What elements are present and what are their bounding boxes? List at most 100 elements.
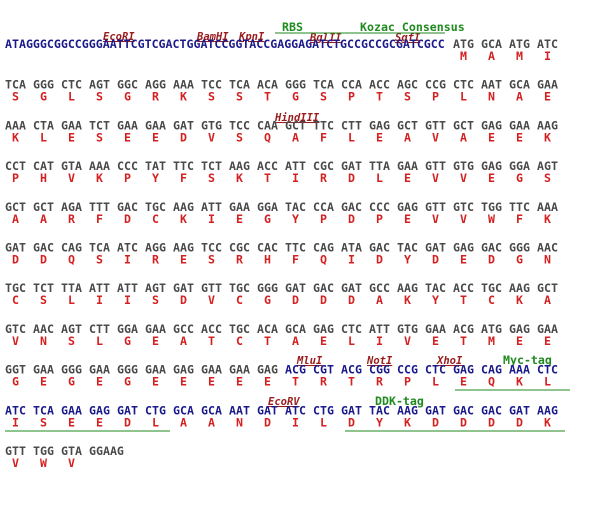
codon: AAG	[537, 118, 558, 132]
amino-acid: D	[488, 253, 495, 267]
amino-acid: G	[516, 253, 523, 267]
amino-acid: L	[40, 130, 47, 144]
amino-acid: Y	[292, 212, 299, 226]
amino-acid: C	[488, 293, 495, 307]
codon: ATT	[369, 322, 390, 336]
amino-acid: E	[460, 253, 467, 267]
amino-acid: K	[544, 415, 551, 429]
amino-acid: T	[460, 293, 467, 307]
amino-acid: V	[432, 171, 439, 185]
amino-acid: I	[208, 212, 215, 226]
amino-acid: C	[236, 334, 243, 348]
codon: AAT	[481, 78, 502, 92]
codon: ACC	[453, 281, 474, 295]
amino-acid: S	[96, 130, 103, 144]
codon: AAA	[173, 78, 194, 92]
codon: ATC	[285, 403, 306, 417]
codon: ACC	[201, 322, 222, 336]
codon: TCA	[89, 241, 110, 255]
amino-acid: H	[264, 253, 271, 267]
enzyme-site: SgfI	[395, 32, 421, 44]
amino-acid: V	[68, 171, 75, 185]
codon: GGT	[5, 363, 26, 377]
amino-acid: S	[208, 171, 215, 185]
codon: CCC	[117, 159, 138, 173]
amino-acid: K	[404, 293, 411, 307]
codon: TTA	[369, 159, 390, 173]
codon: GAA	[145, 322, 166, 336]
amino-acid: Q	[68, 253, 75, 267]
codon: GAC	[33, 241, 54, 255]
codon: AAG	[397, 403, 418, 417]
codon: AAG	[509, 281, 530, 295]
amino-acid: A	[40, 212, 47, 226]
amino-acid: V	[404, 334, 411, 348]
amino-acid: D	[320, 293, 327, 307]
amino-acid: E	[320, 334, 327, 348]
amino-acid: C	[12, 293, 19, 307]
amino-acid: E	[68, 415, 75, 429]
feature-label: Kozac Consensus	[360, 20, 465, 34]
codon: ATT	[285, 159, 306, 173]
codon: GAT	[257, 403, 278, 417]
amino-acid: E	[180, 375, 187, 389]
amino-acid: K	[180, 212, 187, 226]
amino-acid: E	[404, 212, 411, 226]
codon: TAC	[285, 200, 306, 214]
codon: GAT	[425, 241, 446, 255]
amino-acid: E	[68, 130, 75, 144]
amino-acid: F	[516, 212, 523, 226]
codon: GGA	[257, 200, 278, 214]
codon: GGC	[117, 78, 138, 92]
codon: GTT	[425, 200, 446, 214]
amino-acid: V	[460, 212, 467, 226]
amino-acid: G	[124, 375, 131, 389]
amino-acid: C	[152, 212, 159, 226]
codon: AAA	[509, 363, 530, 377]
amino-acid: I	[12, 415, 19, 429]
codon: AGT	[89, 78, 110, 92]
codon: AAT	[229, 403, 250, 417]
codon: TTC	[285, 241, 306, 255]
amino-acid: T	[264, 334, 271, 348]
amino-acid: I	[544, 49, 551, 63]
codon: CTC	[537, 363, 558, 377]
codon: GCA	[509, 78, 530, 92]
codon: ATG	[481, 322, 502, 336]
amino-acid: L	[432, 375, 439, 389]
codon: GGA	[117, 322, 138, 336]
codon: GAA	[397, 159, 418, 173]
codon: ACA	[257, 322, 278, 336]
amino-acid: E	[544, 90, 551, 104]
amino-acid: E	[404, 171, 411, 185]
enzyme-site: EcoRV	[268, 396, 300, 408]
amino-acid: G	[516, 171, 523, 185]
codon: AGT	[61, 322, 82, 336]
amino-acid: A	[516, 90, 523, 104]
amino-acid: N	[236, 415, 243, 429]
codon: GAC	[313, 281, 334, 295]
codon: GTG	[201, 118, 222, 132]
amino-acid: L	[544, 375, 551, 389]
codon: GAG	[257, 363, 278, 377]
amino-acid: V	[208, 130, 215, 144]
amino-acid: A	[292, 130, 299, 144]
amino-acid: V	[432, 212, 439, 226]
codon: GGG	[117, 363, 138, 377]
amino-acid: K	[180, 90, 187, 104]
amino-acid: L	[348, 130, 355, 144]
codon: GAA	[89, 363, 110, 377]
amino-acid: Y	[376, 415, 383, 429]
codon: GGG	[285, 78, 306, 92]
codon: TTA	[61, 281, 82, 295]
amino-acid: T	[292, 375, 299, 389]
codon: CCC	[369, 200, 390, 214]
codon: AGG	[145, 241, 166, 255]
amino-acid: E	[152, 334, 159, 348]
codon: GGG	[509, 241, 530, 255]
amino-acid: Y	[432, 293, 439, 307]
amino-acid: E	[488, 130, 495, 144]
amino-acid: E	[124, 130, 131, 144]
amino-acid: D	[124, 415, 131, 429]
